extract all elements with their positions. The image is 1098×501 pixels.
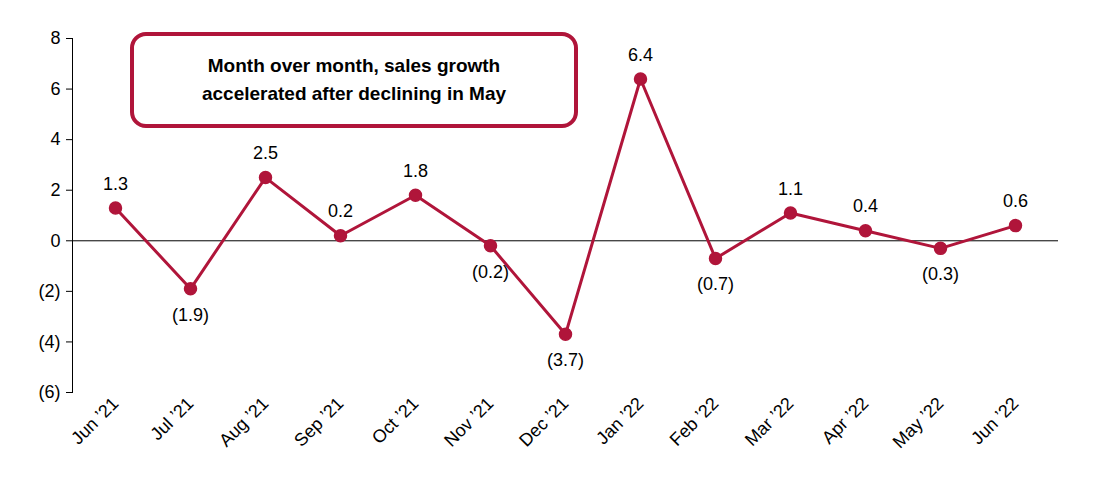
- svg-text:1.8: 1.8: [403, 161, 428, 181]
- svg-text:6.4: 6.4: [628, 45, 653, 65]
- svg-text:(1.9): (1.9): [172, 305, 209, 325]
- svg-text:Nov ’21: Nov ’21: [440, 393, 497, 450]
- svg-text:(0.2): (0.2): [472, 262, 509, 282]
- svg-text:(3.7): (3.7): [547, 350, 584, 370]
- svg-text:May ’22: May ’22: [889, 393, 948, 452]
- svg-text:6: 6: [50, 79, 60, 99]
- svg-text:8: 8: [50, 28, 60, 48]
- svg-text:Apr ’22: Apr ’22: [818, 393, 872, 447]
- svg-text:(6): (6): [39, 382, 61, 402]
- svg-text:(0.7): (0.7): [697, 274, 734, 294]
- svg-text:Jul ’21: Jul ’21: [146, 393, 197, 444]
- svg-text:Jan ’22: Jan ’22: [592, 393, 647, 448]
- svg-text:2: 2: [50, 180, 60, 200]
- svg-text:0: 0: [50, 231, 60, 251]
- svg-text:(0.3): (0.3): [922, 264, 959, 284]
- svg-text:1.1: 1.1: [778, 179, 803, 199]
- svg-text:(4): (4): [39, 332, 61, 352]
- svg-text:0.4: 0.4: [853, 196, 878, 216]
- svg-text:2.5: 2.5: [253, 143, 278, 163]
- html-text:Month over month, sales growth: Month over month, sales growth accelerat…: [201, 55, 507, 104]
- svg-text:Jun ’21: Jun ’21: [67, 393, 122, 448]
- svg-text:Oct ’21: Oct ’21: [368, 393, 422, 447]
- svg-text:Dec ’21: Dec ’21: [515, 393, 572, 450]
- svg-text:Aug ’21: Aug ’21: [215, 393, 272, 450]
- svg-text:Jun ’22: Jun ’22: [967, 393, 1022, 448]
- svg-text:Mar ’22: Mar ’22: [741, 393, 798, 450]
- svg-text:0.6: 0.6: [1003, 191, 1028, 211]
- svg-text:Sep ’21: Sep ’21: [290, 393, 347, 450]
- svg-text:0.2: 0.2: [328, 201, 353, 221]
- svg-text:(2): (2): [39, 281, 61, 301]
- svg-text:Feb ’22: Feb ’22: [666, 393, 723, 450]
- svg-text:4: 4: [50, 129, 60, 149]
- svg-text:1.3: 1.3: [103, 174, 128, 194]
